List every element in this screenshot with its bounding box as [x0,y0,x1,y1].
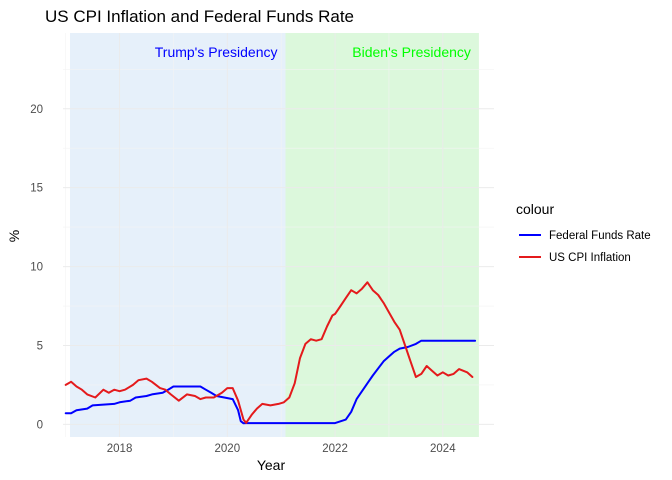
y-tick-label: 15 [30,183,43,195]
shaded-region-0 [70,33,286,437]
chart-title: US CPI Inflation and Federal Funds Rate [45,7,354,26]
x-axis-title: Year [257,457,286,473]
legend-label-0: Federal Funds Rate [549,230,651,242]
grid [63,33,494,437]
series-line-cpi [64,281,474,424]
y-tick-label: 20 [30,104,43,116]
y-tick-label: 0 [37,419,43,431]
x-axis-ticks: 2018 2020 2022 2024 [107,443,456,455]
y-axis-title: % [6,230,22,242]
series-line-fed-funds [64,339,477,425]
region-label-0: Trump's Presidency [155,44,278,60]
x-tick-label: 2024 [430,443,456,455]
legend-label-1: US CPI Inflation [549,252,631,264]
x-tick-label: 2018 [107,443,133,455]
region-label-1: Biden's Presidency [352,44,471,60]
shaded-regions [70,33,479,437]
region-labels: Trump's Presidency Biden's Presidency [155,44,471,60]
x-tick-label: 2020 [215,443,241,455]
legend: colour Federal Funds Rate US CPI Inflatio… [516,201,651,264]
y-tick-label: 5 [37,340,43,352]
x-tick-label: 2022 [322,443,348,455]
y-tick-label: 10 [30,262,43,274]
series-lines [64,281,477,425]
shaded-region-1 [285,33,479,437]
legend-title: colour [516,201,554,217]
y-axis-ticks: 0 5 10 15 20 [30,104,43,432]
